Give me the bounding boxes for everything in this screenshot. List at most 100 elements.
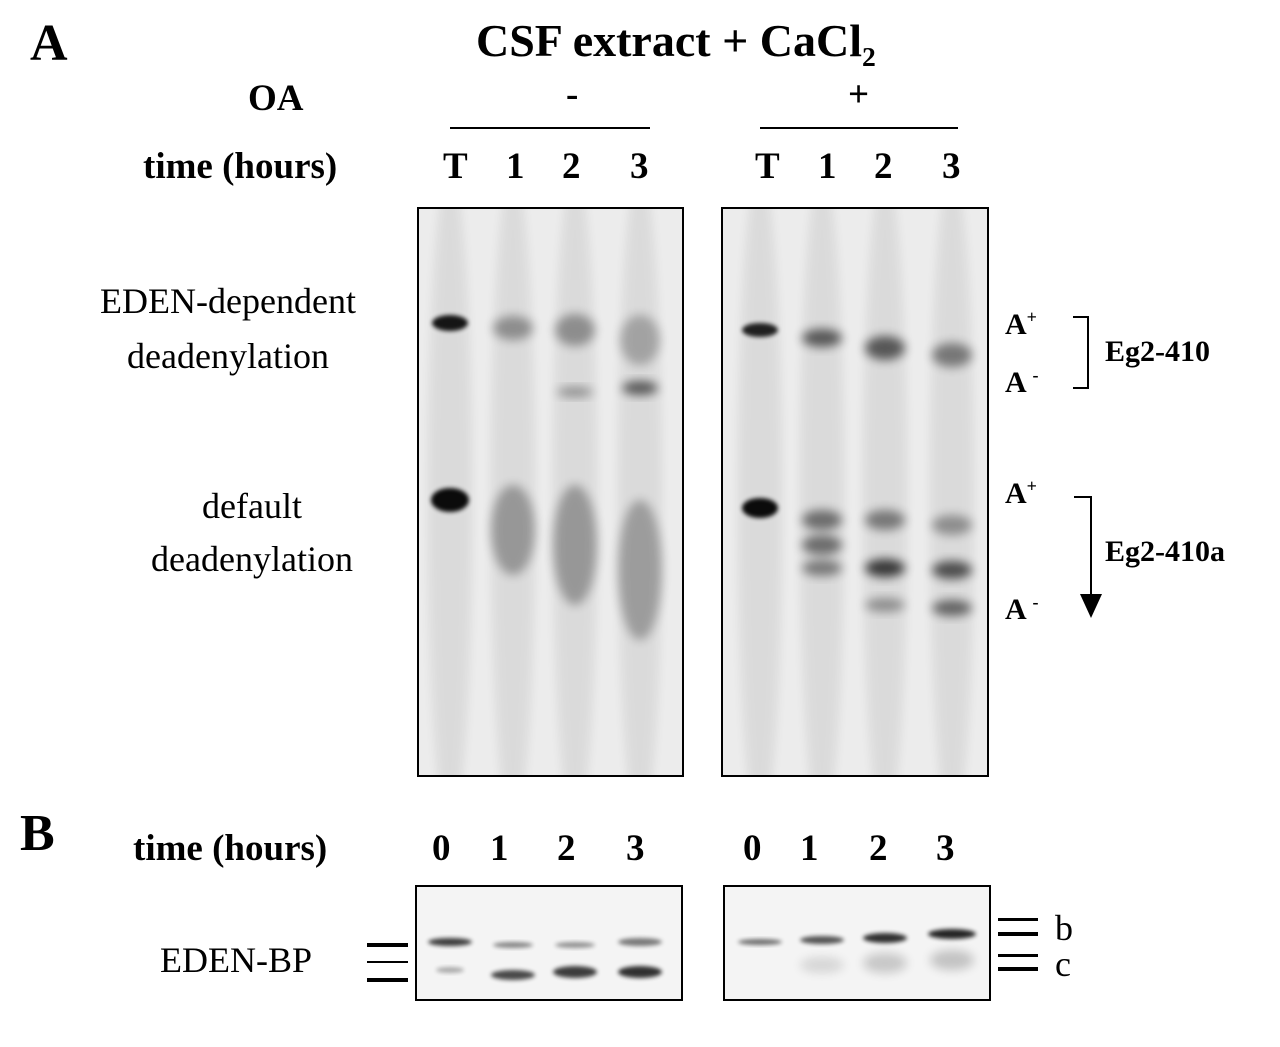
row-label-eden-line1: EDEN-dependent <box>100 281 356 321</box>
row-label-eden-line2: deadenylation <box>127 336 329 376</box>
gel-band <box>618 500 662 640</box>
panel-a-letter: A <box>30 15 68 72</box>
marker-line <box>998 918 1038 921</box>
sup: - <box>1032 592 1039 612</box>
lane-label: 3 <box>626 828 645 869</box>
lane-label: 3 <box>936 828 955 869</box>
bracket-eg2-410 <box>1073 316 1089 389</box>
a-plus-label: A+ <box>1005 477 1037 509</box>
title-text: CSF extract + CaCl <box>476 15 863 66</box>
gel-band <box>932 561 972 579</box>
gel-band <box>555 314 595 346</box>
lane-label: 2 <box>874 146 893 187</box>
lane-label: T <box>443 146 468 187</box>
gel-band <box>865 510 905 530</box>
marker-line <box>367 943 408 947</box>
oa-label: OA <box>248 78 304 119</box>
gel-band <box>491 970 535 980</box>
a-text: A <box>1005 308 1027 341</box>
eden-bp-label: EDEN-BP <box>160 940 312 980</box>
panel-b-letter: B <box>20 805 55 862</box>
a-minus-label: A - <box>1005 593 1039 625</box>
lane-label: 2 <box>869 828 888 869</box>
time-label-b: time (hours) <box>133 828 328 869</box>
row-label-default-line2: deadenylation <box>151 539 353 579</box>
gel-band <box>865 559 905 577</box>
gel-band <box>802 329 842 347</box>
gel-band <box>491 485 535 575</box>
marker-line <box>998 967 1038 971</box>
gel-band <box>932 343 972 367</box>
marker-line <box>998 932 1038 936</box>
gel-band <box>742 498 778 518</box>
lane-label: 0 <box>743 828 762 869</box>
lane-label: 2 <box>557 828 576 869</box>
a-plus-label: A+ <box>1005 308 1037 340</box>
eg2-410-label: Eg2-410 <box>1105 335 1210 368</box>
gel-band <box>930 208 974 776</box>
divider <box>760 127 958 129</box>
a-minus-label: A - <box>1005 366 1039 398</box>
gel-band <box>742 323 778 337</box>
gel-band <box>618 938 662 946</box>
gel-band <box>738 208 782 776</box>
time-label-a: time (hours) <box>143 146 338 187</box>
lane-label: 0 <box>432 828 451 869</box>
gel-band <box>800 936 844 944</box>
gel-band <box>431 488 469 512</box>
gel-band <box>493 942 533 948</box>
a-text: A <box>1005 366 1026 399</box>
oa-minus: - <box>566 74 579 115</box>
arrow-eg2-410a <box>1074 496 1092 598</box>
gel-band <box>930 950 974 970</box>
sup: + <box>1026 476 1037 496</box>
gel-band <box>428 938 472 946</box>
gel-band <box>865 598 905 612</box>
title-subscript: 2 <box>862 41 876 73</box>
band-c-label: c <box>1055 944 1071 984</box>
gel-band <box>620 315 660 365</box>
eg2-410a-label: Eg2-410a <box>1105 535 1225 568</box>
gel-band <box>555 942 595 948</box>
gel-band <box>928 929 976 939</box>
gel-band <box>863 208 907 776</box>
gel-band <box>618 966 662 978</box>
divider <box>450 127 650 129</box>
gel-band <box>553 966 597 978</box>
gel-band <box>493 316 533 340</box>
row-label-default-line1: default <box>202 486 302 526</box>
gel-band <box>932 515 972 535</box>
band-b-label: b <box>1055 908 1073 948</box>
gel-band <box>863 953 907 973</box>
lane-label: 1 <box>490 828 509 869</box>
gel-band <box>553 485 597 605</box>
gel-band <box>738 939 782 945</box>
gel-band <box>802 560 842 576</box>
oa-plus: + <box>848 74 870 115</box>
lane-label: 3 <box>630 146 649 187</box>
gel-band <box>622 381 658 395</box>
gel-band <box>802 535 842 555</box>
a-text: A <box>1005 593 1026 626</box>
arrow-head-icon <box>1080 594 1102 618</box>
lane-label: 1 <box>818 146 837 187</box>
sup: + <box>1026 307 1037 327</box>
lane-label: 2 <box>562 146 581 187</box>
lane-label: 3 <box>942 146 961 187</box>
sup: - <box>1032 365 1039 385</box>
gel-band <box>800 208 844 776</box>
gel-band <box>932 600 972 616</box>
a-text: A <box>1005 477 1027 510</box>
gel-band <box>436 967 464 973</box>
lane-label: 1 <box>506 146 525 187</box>
lane-label: T <box>755 146 780 187</box>
gel-band <box>863 933 907 943</box>
figure-title: CSF extract + CaCl2 <box>476 18 876 71</box>
gel-band <box>865 336 905 360</box>
gel-band <box>802 510 842 530</box>
gel-band <box>432 315 468 331</box>
lane-label: 1 <box>800 828 819 869</box>
marker-line <box>367 978 408 982</box>
